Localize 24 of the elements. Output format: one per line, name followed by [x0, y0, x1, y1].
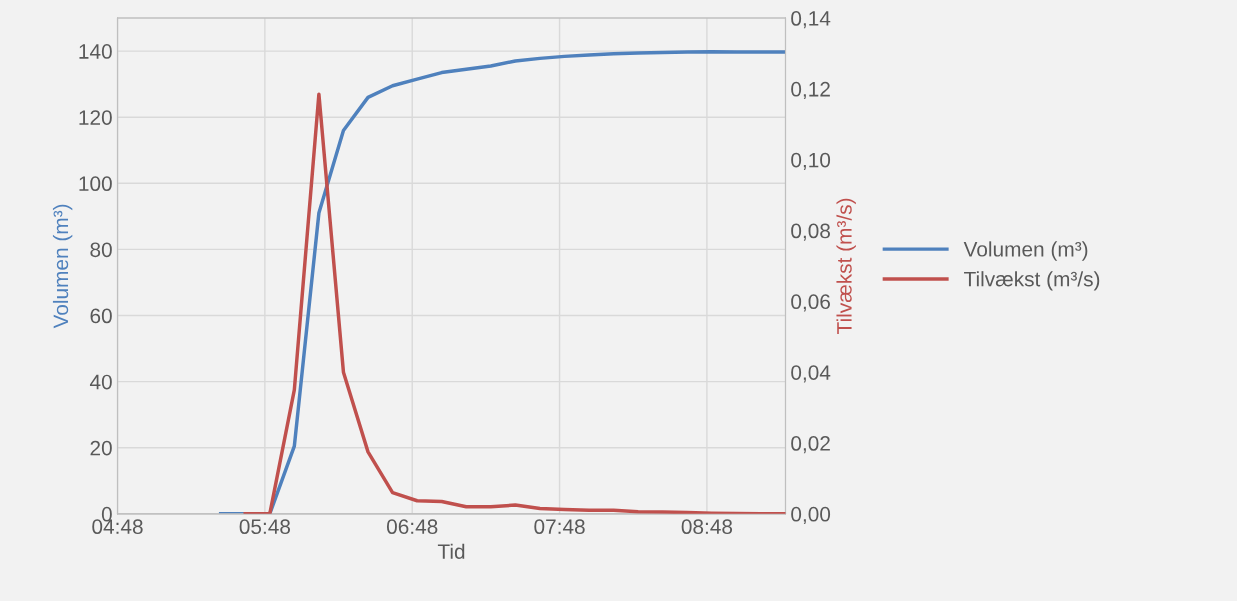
- y-tick-label: 120: [79, 110, 112, 125]
- y2-axis-title: Tilvækst (m³/s): [836, 198, 856, 334]
- y-axis-title: Volumen (m³): [52, 204, 73, 329]
- y-tick-label: 20: [90, 440, 112, 456]
- y2-tick-label: 0,08: [791, 223, 830, 241]
- y2-tick-label: 0,10: [791, 152, 831, 170]
- legend-label: Volumen (m³): [963, 241, 1088, 261]
- y2-tick-label: 0,12: [791, 81, 830, 100]
- y2-tick-label: 0,14: [791, 11, 831, 29]
- x-tick-label: 07:48: [534, 519, 585, 535]
- y2-tick-label: 0,02: [791, 436, 830, 454]
- x-axis-title: Tid: [437, 543, 465, 559]
- x-tick-label: 08:48: [681, 519, 733, 535]
- y2-tick-label: 0,06: [791, 294, 830, 312]
- y-tick-label: 80: [90, 242, 112, 258]
- x-tick-label: 06:48: [386, 519, 438, 535]
- y-tick-label: 40: [89, 374, 112, 390]
- y2-tick-label: 0,04: [791, 365, 831, 383]
- y-tick-label: 140: [79, 44, 112, 59]
- x-tick-label: 05:48: [239, 519, 291, 535]
- y-tick-label: 100: [79, 176, 112, 192]
- legend-label: Tilvækst (m³/s): [964, 271, 1100, 291]
- y-tick-label: 60: [90, 308, 112, 324]
- y2-tick-label: 0,00: [791, 506, 831, 525]
